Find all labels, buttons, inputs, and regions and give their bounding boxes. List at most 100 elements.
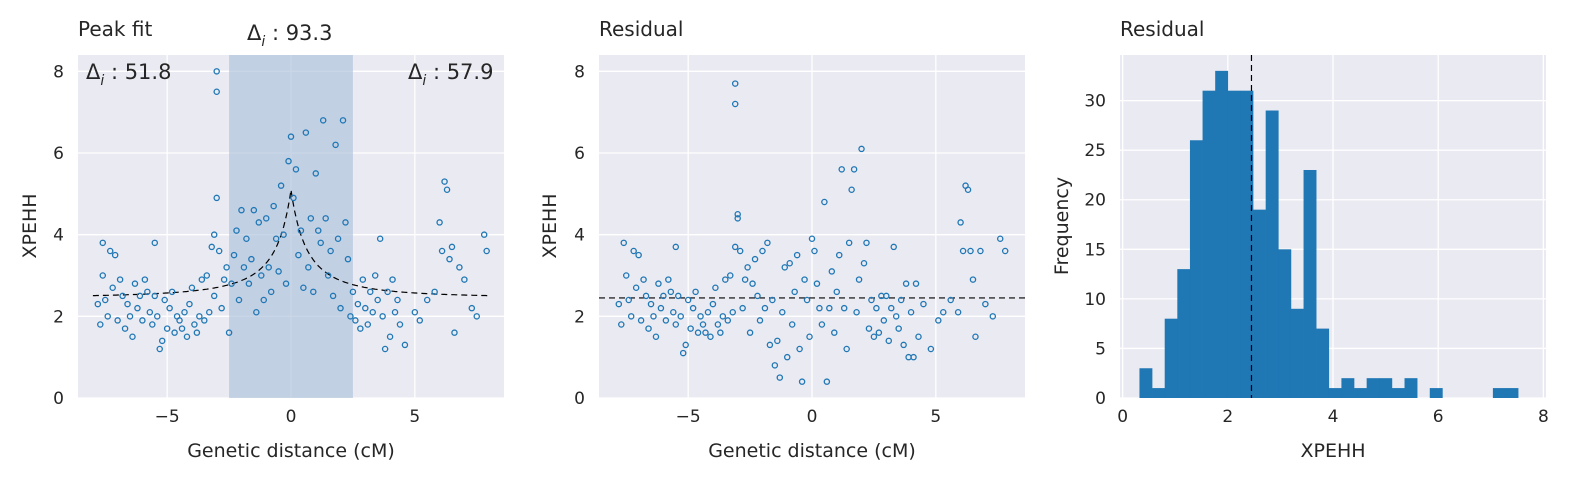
data-point [357, 325, 364, 332]
data-point [620, 239, 628, 247]
data-point [697, 313, 704, 320]
data-point [238, 206, 245, 214]
peak-fit-panel: −5 0 5 0 2 4 6 8 Peak fit Genetic distance (cM)… [19, 17, 504, 462]
data-point [910, 353, 917, 361]
data-point [734, 210, 741, 218]
data-point [818, 321, 826, 328]
data-point [322, 215, 329, 222]
data-point [935, 317, 942, 324]
data-point [250, 206, 258, 214]
data-point [201, 317, 208, 324]
data-point [833, 288, 841, 296]
data-point [900, 341, 907, 349]
histogram-bar [1189, 140, 1203, 398]
data-point [114, 317, 121, 324]
data-point [154, 313, 161, 320]
data-point [379, 313, 386, 320]
data-point [863, 239, 870, 247]
histogram-bar [1240, 90, 1254, 398]
data-point [319, 117, 327, 124]
data-point [729, 308, 736, 316]
data-point [853, 308, 860, 316]
data-point [828, 268, 836, 275]
data-point [267, 288, 275, 296]
data-point [101, 296, 109, 304]
data-point [339, 117, 347, 124]
data-point [751, 255, 759, 263]
data-point [391, 308, 399, 316]
data-point [97, 321, 104, 328]
data-point [106, 247, 114, 255]
y-tick-label: 0 [53, 389, 64, 409]
data-point [637, 317, 645, 324]
data-point [220, 276, 228, 283]
histogram-bar [1177, 269, 1191, 398]
data-point [394, 296, 401, 304]
data-point [441, 178, 448, 185]
data-point [401, 341, 409, 349]
data-point [347, 313, 354, 320]
data-point [709, 300, 717, 308]
x-tick-label: −5 [155, 407, 180, 427]
data-point [940, 308, 947, 316]
data-point [480, 231, 488, 238]
data-point [618, 321, 625, 328]
data-point [660, 292, 667, 300]
data-point [744, 264, 751, 271]
data-point [959, 247, 967, 255]
data-point [196, 313, 203, 320]
data-point [895, 325, 902, 332]
data-point [632, 284, 640, 291]
y-axis-label: XPEHH [539, 193, 561, 258]
data-point [650, 313, 657, 320]
data-point [245, 280, 253, 287]
data-point [448, 243, 456, 251]
data-point [285, 157, 292, 165]
data-point [687, 325, 694, 332]
data-point [865, 325, 873, 332]
data-point [386, 333, 394, 340]
data-point [989, 313, 997, 320]
data-point [208, 243, 215, 251]
data-point [436, 219, 443, 226]
data-point [337, 304, 344, 312]
data-point [892, 313, 900, 320]
data-point [235, 296, 243, 304]
data-point [456, 264, 463, 271]
annotation-left: Δi : 51.8 [86, 60, 171, 89]
data-point [287, 133, 295, 140]
y-axis-label: Frequency [1051, 177, 1073, 275]
x-tick-label: 0 [807, 407, 818, 427]
x-tick-label: 6 [1433, 407, 1444, 427]
data-point [677, 313, 684, 320]
data-point [389, 276, 396, 283]
data-point [890, 243, 897, 251]
data-point [396, 321, 404, 328]
data-point [665, 276, 672, 283]
data-point [655, 280, 662, 287]
data-point [954, 308, 962, 316]
data-point [240, 264, 248, 271]
data-point [176, 317, 183, 324]
data-point [798, 378, 806, 385]
data-point [327, 247, 334, 255]
x-tick-label: 5 [409, 407, 420, 427]
data-point [206, 308, 213, 316]
data-point [416, 317, 424, 324]
data-point [682, 341, 689, 349]
chart-title: Residual [1120, 17, 1204, 41]
data-point [821, 198, 828, 206]
histogram-bar [1290, 308, 1304, 398]
x-tick-label: 5 [930, 407, 941, 427]
data-point [149, 321, 156, 328]
data-point [764, 239, 771, 247]
data-point [704, 308, 712, 316]
data-point [801, 276, 808, 283]
data-point [181, 308, 188, 316]
data-point [290, 194, 297, 202]
data-point [796, 345, 803, 353]
data-point [734, 215, 741, 222]
data-point [99, 272, 107, 279]
y-tick-label: 8 [574, 62, 585, 82]
data-point [645, 325, 652, 332]
